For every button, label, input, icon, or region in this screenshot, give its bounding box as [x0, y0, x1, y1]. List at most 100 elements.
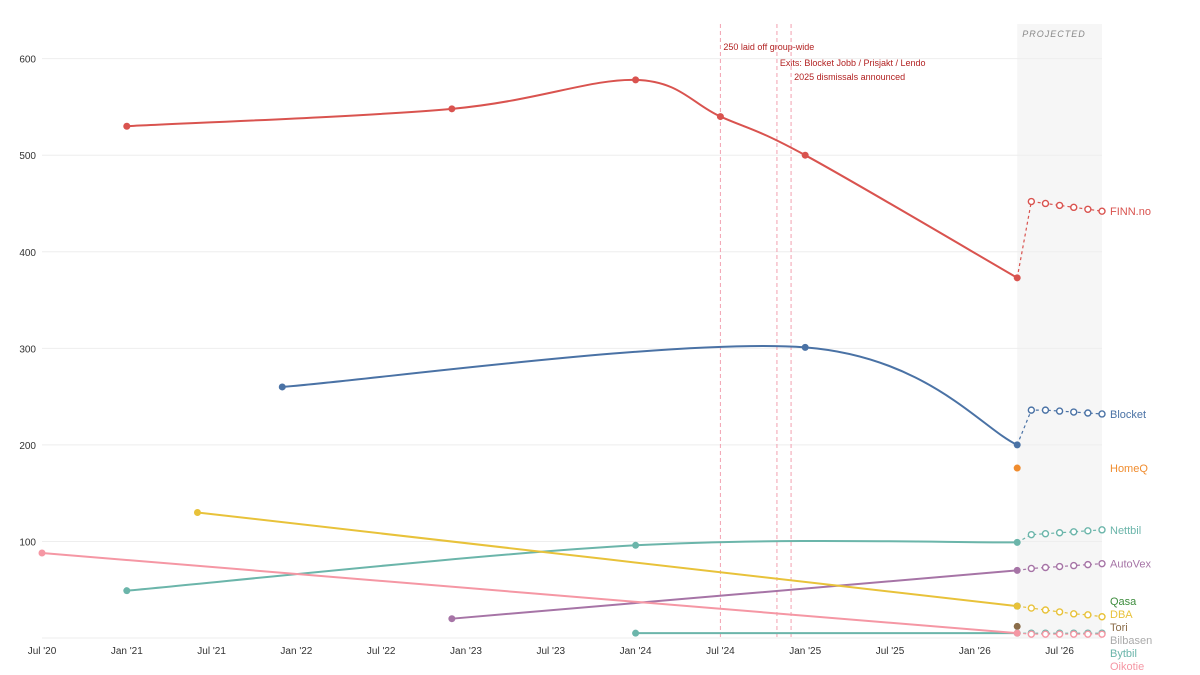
x-axis: Jul '20 Jan '21 Jul '21 Jan '22 Jul '22 Jan '…: [28, 646, 1075, 657]
projected-point: [1084, 205, 1092, 213]
data-point: [1013, 566, 1021, 574]
projected-region: [1017, 24, 1102, 638]
data-point: [1013, 441, 1021, 449]
event-label: 2025 dismissals announced: [794, 72, 905, 82]
projected-point: [1055, 562, 1064, 571]
series-label-tori: Tori: [1110, 622, 1128, 634]
data-point: [632, 76, 640, 84]
projected-point: [1027, 564, 1036, 573]
x-tick-label: Jan '21: [111, 646, 143, 657]
data-point: [632, 541, 640, 549]
x-tick-label: Jul '26: [1045, 646, 1074, 657]
x-tick-label: Jul '22: [367, 646, 396, 657]
data-point: [123, 122, 131, 130]
y-tick-label: 300: [19, 344, 36, 355]
data-point: [1013, 274, 1021, 282]
projected-point: [1027, 197, 1036, 206]
data-point: [448, 105, 456, 113]
series-line: [126, 539, 1018, 592]
series: [38, 76, 1106, 638]
x-tick-label: Jan '22: [280, 646, 312, 657]
projected-point: [1070, 561, 1078, 570]
series-label-oikotie: Oikotie: [1110, 661, 1144, 673]
event-label: 250 laid off group-wide: [723, 42, 814, 52]
x-tick-label: Jul '23: [537, 646, 566, 657]
projected-point: [1084, 527, 1092, 535]
projected-point: [1055, 630, 1064, 638]
projected-point: [1098, 207, 1106, 215]
projected-point: [1070, 408, 1078, 416]
data-point: [801, 151, 809, 159]
x-tick-label: Jan '26: [959, 646, 991, 657]
data-point: [632, 629, 640, 637]
x-tick-label: Jul '21: [197, 646, 226, 657]
x-tick-label: Jul '25: [876, 646, 905, 657]
projected-point: [1070, 528, 1078, 536]
projected-point: [1027, 406, 1036, 414]
event-annotations: 250 laid off group-wide Exits: Blocket Jo…: [719, 24, 926, 638]
projected-point: [1027, 630, 1036, 638]
projected-point: [1098, 410, 1106, 418]
data-point: [1013, 602, 1021, 610]
projected-point: [1098, 559, 1106, 568]
data-point: [1013, 622, 1021, 630]
y-tick-label: 500: [19, 151, 36, 162]
series-labels: FINN.no Blocket HomeQ Nettbil AutoVex QasaDBA…: [1110, 206, 1152, 673]
data-point: [193, 508, 201, 516]
projected-label: PROJECTED: [1022, 29, 1086, 39]
series-finn-no: [123, 76, 1106, 282]
series-nettbil: [123, 526, 1106, 595]
data-point: [123, 587, 131, 595]
series-line: [126, 78, 1018, 279]
grid: [42, 58, 1102, 639]
projected-point: [1041, 563, 1050, 572]
series-label-bilbasen: Bilbasen: [1110, 635, 1152, 647]
projected-point: [1055, 407, 1064, 415]
projected-point: [1098, 630, 1106, 638]
y-axis: 100 200 300 400 500 600: [19, 55, 36, 549]
x-tick-label: Jan '24: [620, 646, 652, 657]
projected-point: [1070, 630, 1078, 638]
event-label: Exits: Blocket Jobb / Prisjakt / Lendo: [780, 58, 926, 68]
series-label-dba: DBA: [1110, 609, 1133, 621]
data-point: [448, 615, 456, 623]
projected-point: [1027, 530, 1036, 539]
series-line: [41, 552, 1018, 635]
data-point: [1013, 629, 1021, 637]
series-dba: [193, 508, 1106, 621]
data-point: [1013, 464, 1021, 472]
projected-point: [1041, 406, 1050, 414]
projected-point: [1084, 560, 1092, 569]
projected-point: [1041, 606, 1050, 614]
series-label-nettbil: Nettbil: [1110, 525, 1141, 537]
data-point: [716, 113, 724, 121]
x-tick-label: Jul '24: [706, 646, 735, 657]
series-label-qasa: Qasa: [1110, 596, 1137, 608]
projected-point: [1084, 409, 1092, 417]
series-autovex: [448, 559, 1106, 623]
series-line: [282, 344, 1018, 446]
projected-point: [1098, 613, 1106, 621]
projected-point: [1084, 630, 1092, 638]
data-point: [278, 383, 286, 391]
x-tick-label: Jul '20: [28, 646, 57, 657]
data-point: [1013, 538, 1021, 546]
projected-point: [1055, 608, 1064, 616]
projected-point: [1084, 611, 1092, 619]
y-tick-label: 100: [19, 537, 36, 548]
series-label-blocket: Blocket: [1110, 409, 1146, 421]
x-tick-label: Jan '25: [789, 646, 821, 657]
series-label-finn-no: FINN.no: [1110, 206, 1151, 218]
data-point: [801, 343, 809, 351]
data-point: [38, 549, 46, 557]
series-oikotie: [38, 549, 1106, 638]
projected-point: [1070, 203, 1078, 212]
series-homeq: [1013, 464, 1021, 472]
projected-point: [1098, 526, 1106, 534]
projected-point: [1055, 201, 1064, 210]
series-label-homeq: HomeQ: [1110, 463, 1148, 475]
series-line: [197, 511, 1018, 608]
series-blocket: [278, 343, 1106, 449]
series-line: [451, 569, 1018, 620]
